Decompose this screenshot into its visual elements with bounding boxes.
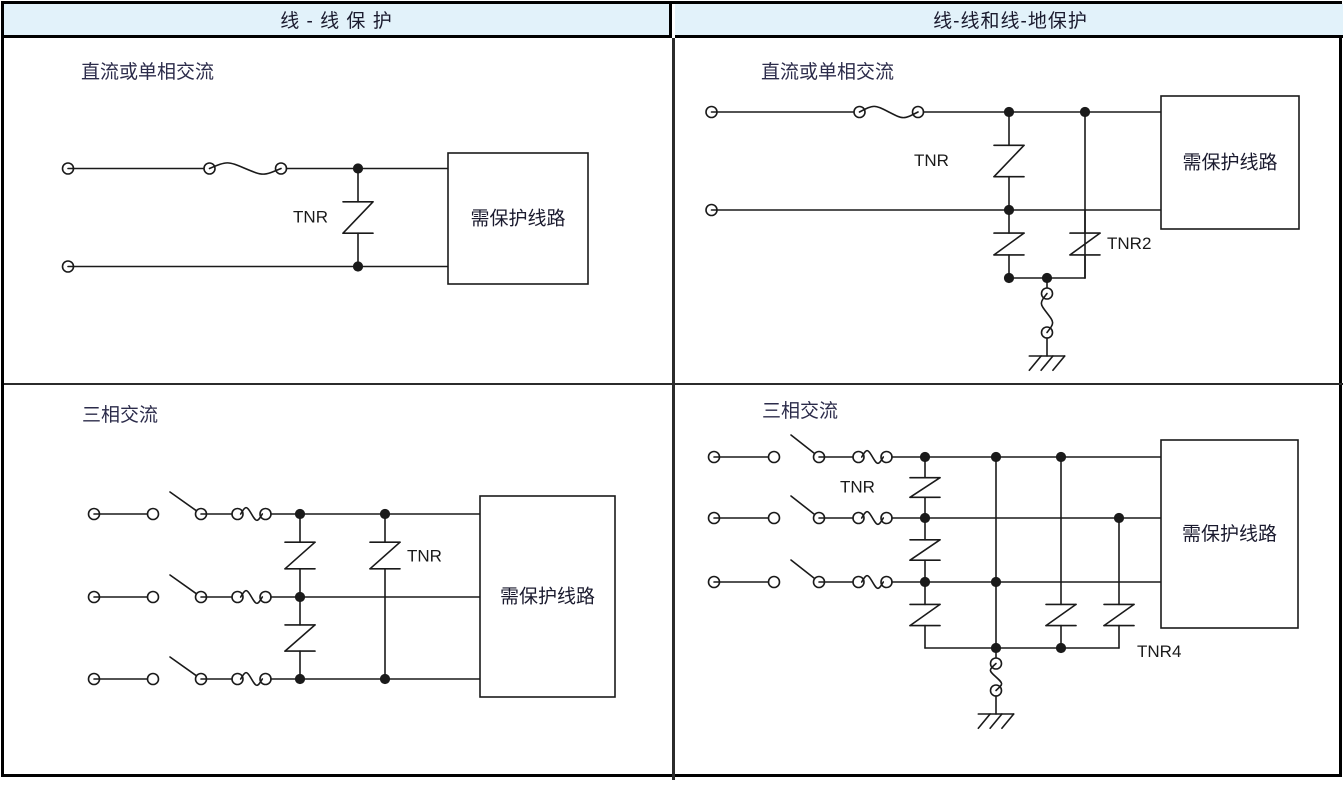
svg-text:需保护线路: 需保护线路	[470, 208, 565, 230]
svg-text:需保护线路: 需保护线路	[500, 586, 595, 608]
svg-text:直流或单相交流: 直流或单相交流	[81, 61, 214, 83]
svg-text:TNR4: TNR4	[1137, 642, 1181, 661]
svg-text:TNR: TNR	[840, 478, 875, 497]
svg-text:TNR: TNR	[293, 208, 328, 227]
svg-text:三相交流: 三相交流	[82, 404, 158, 426]
svg-text:TNR: TNR	[914, 151, 949, 170]
svg-text:TNR2: TNR2	[1107, 234, 1151, 253]
svg-text:直流或单相交流: 直流或单相交流	[761, 61, 894, 83]
svg-text:需保护线路: 需保护线路	[1182, 523, 1277, 545]
svg-text:需保护线路: 需保护线路	[1182, 152, 1277, 174]
svg-text:TNR: TNR	[407, 547, 442, 566]
svg-text:三相交流: 三相交流	[762, 400, 838, 422]
